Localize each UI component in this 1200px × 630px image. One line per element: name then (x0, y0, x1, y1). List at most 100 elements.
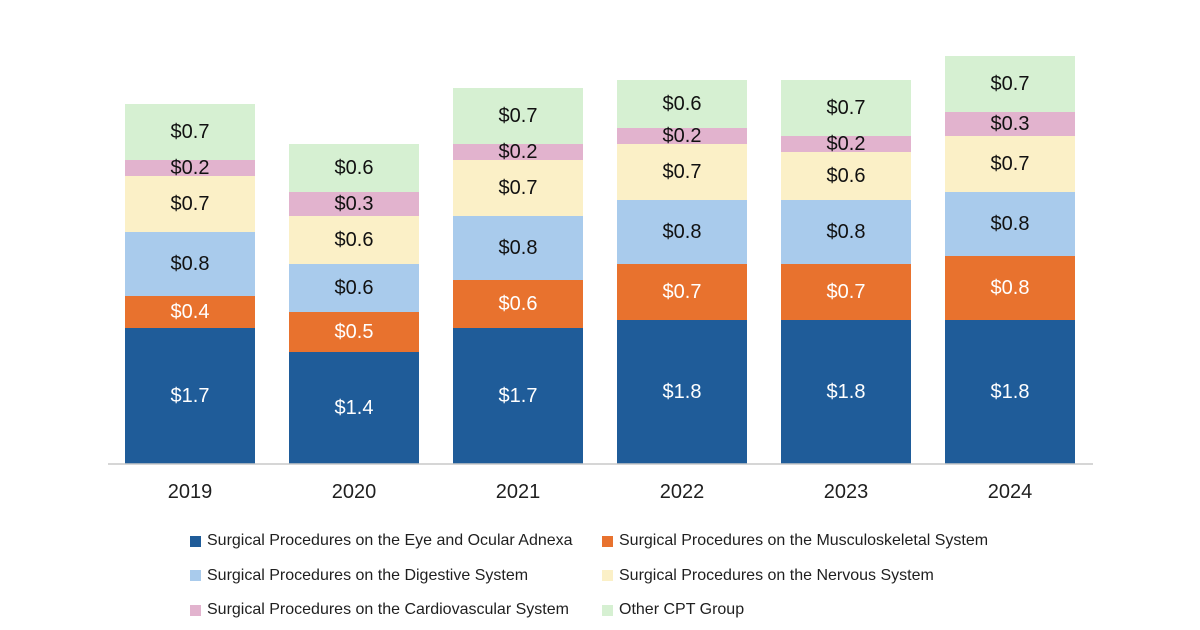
x-tick-label-2022: 2022 (660, 481, 705, 503)
data-label-2022-surgical-procedures-on-the-digestive-system: $0.8 (663, 221, 702, 243)
bar-segment-2022-other-cpt-group (617, 80, 747, 128)
data-label-2021-other-cpt-group: $0.7 (499, 105, 538, 127)
legend-label-musculoskeletal: Surgical Procedures on the Musculoskelet… (619, 532, 989, 550)
bar-segment-2022-surgical-procedures-on-the-nervous-system (617, 144, 747, 200)
legend-item-cardiovascular: Surgical Procedures on the Cardiovascula… (190, 601, 602, 619)
bar-segment-2023-surgical-procedures-on-the-musculoskeletal-system (781, 264, 911, 320)
x-tick-label-2021: 2021 (496, 481, 541, 503)
data-label-2024-surgical-procedures-on-the-musculoskeletal-system: $0.8 (991, 277, 1030, 299)
data-label-2020-surgical-procedures-on-the-eye-and-ocular-adnexa: $1.4 (335, 397, 374, 419)
bar-segment-2020-other-cpt-group (289, 144, 419, 192)
legend-swatch-musculoskeletal (602, 535, 613, 547)
legend-swatch-nervous (602, 570, 613, 582)
data-label-2019-surgical-procedures-on-the-digestive-system: $0.8 (171, 253, 210, 275)
legend-label-other-cpt: Other CPT Group (619, 601, 745, 619)
legend-row: Surgical Procedures on the Cardiovascula… (190, 593, 1090, 628)
data-label-2023-surgical-procedures-on-the-nervous-system: $0.6 (827, 165, 866, 187)
bar-segment-2023-surgical-procedures-on-the-nervous-system (781, 152, 911, 200)
data-label-2022-surgical-procedures-on-the-eye-and-ocular-adnexa: $1.8 (663, 381, 702, 403)
bar-segment-2024-other-cpt-group (945, 56, 1075, 112)
x-tick-label-2024: 2024 (988, 481, 1033, 503)
data-label-2021-surgical-procedures-on-the-nervous-system: $0.7 (499, 177, 538, 199)
data-label-2019-surgical-procedures-on-the-musculoskeletal-system: $0.4 (171, 301, 210, 323)
data-label-2024-surgical-procedures-on-the-nervous-system: $0.7 (991, 153, 1030, 175)
legend-item-digestive: Surgical Procedures on the Digestive Sys… (190, 567, 602, 585)
data-label-2022-surgical-procedures-on-the-cardiovascular-system: $0.2 (663, 125, 702, 147)
data-label-2024-surgical-procedures-on-the-cardiovascular-system: $0.3 (991, 113, 1030, 135)
bar-segment-2023-other-cpt-group (781, 80, 911, 136)
legend-label-digestive: Surgical Procedures on the Digestive Sys… (207, 566, 529, 584)
x-tick-label-2020: 2020 (332, 481, 377, 503)
bar-segment-2024-surgical-procedures-on-the-nervous-system (945, 136, 1075, 192)
data-label-2020-other-cpt-group: $0.6 (335, 157, 374, 179)
data-label-2024-surgical-procedures-on-the-eye-and-ocular-adnexa: $1.8 (991, 381, 1030, 403)
data-label-2020-surgical-procedures-on-the-nervous-system: $0.6 (335, 229, 374, 251)
bar-segment-2019-surgical-procedures-on-the-cardiovascular-system (125, 160, 255, 176)
bar-segment-2020-surgical-procedures-on-the-cardiovascular-system (289, 192, 419, 216)
data-label-2023-surgical-procedures-on-the-cardiovascular-system: $0.2 (827, 133, 866, 155)
data-label-2022-other-cpt-group: $0.6 (663, 93, 702, 115)
data-label-2021-surgical-procedures-on-the-digestive-system: $0.8 (499, 237, 538, 259)
x-tick-labels-group: 2019 2020 2021 2022 2023 2024 (168, 481, 1033, 503)
bar-segment-2021-surgical-procedures-on-the-eye-and-ocular-adnexa (453, 328, 583, 464)
bar-segment-2021-surgical-procedures-on-the-musculoskeletal-system (453, 280, 583, 328)
bars-group (125, 56, 1075, 464)
data-label-2023-surgical-procedures-on-the-digestive-system: $0.8 (827, 221, 866, 243)
legend-label-eye: Surgical Procedures on the Eye and Ocula… (207, 532, 573, 550)
legend-item-nervous: Surgical Procedures on the Nervous Syste… (602, 567, 934, 585)
bar-segment-2022-surgical-procedures-on-the-digestive-system (617, 200, 747, 264)
x-tick-label-2019: 2019 (168, 481, 213, 503)
bar-segment-2021-surgical-procedures-on-the-nervous-system (453, 160, 583, 216)
data-label-2019-surgical-procedures-on-the-eye-and-ocular-adnexa: $1.7 (171, 385, 210, 407)
legend-swatch-other-cpt (602, 604, 613, 616)
data-label-2019-other-cpt-group: $0.7 (171, 121, 210, 143)
legend-swatch-eye (190, 535, 201, 547)
bar-segment-2024-surgical-procedures-on-the-eye-and-ocular-adnexa (945, 320, 1075, 464)
data-label-2020-surgical-procedures-on-the-musculoskeletal-system: $0.5 (335, 321, 374, 343)
data-label-2019-surgical-procedures-on-the-cardiovascular-system: $0.2 (171, 157, 210, 179)
x-tick-label-2023: 2023 (824, 481, 869, 503)
data-label-2023-surgical-procedures-on-the-musculoskeletal-system: $0.7 (827, 281, 866, 303)
data-label-2019-surgical-procedures-on-the-nervous-system: $0.7 (171, 193, 210, 215)
bar-segment-2020-surgical-procedures-on-the-eye-and-ocular-adnexa (289, 352, 419, 464)
legend-swatch-cardiovascular (190, 604, 201, 616)
bar-segment-2019-other-cpt-group (125, 104, 255, 160)
bar-segment-2021-other-cpt-group (453, 88, 583, 144)
stacked-bar-chart: $1.7 $0.4 $0.8 $0.7 $0.2 $0.7 $1.4 $0.5 $0.6 $0.6… (108, 56, 1093, 503)
legend-item-eye: Surgical Procedures on the Eye and Ocula… (190, 532, 602, 550)
bar-segment-2022-surgical-procedures-on-the-musculoskeletal-system (617, 264, 747, 320)
bar-segment-2020-surgical-procedures-on-the-nervous-system (289, 216, 419, 264)
data-label-2021-surgical-procedures-on-the-eye-and-ocular-adnexa: $1.7 (499, 385, 538, 407)
bar-segment-2021-surgical-procedures-on-the-cardiovascular-system (453, 144, 583, 160)
data-label-2021-surgical-procedures-on-the-musculoskeletal-system: $0.6 (499, 293, 538, 315)
data-label-2020-surgical-procedures-on-the-digestive-system: $0.6 (335, 277, 374, 299)
legend-item-musculoskeletal: Surgical Procedures on the Musculoskelet… (602, 532, 988, 550)
segment-labels-group: $1.7 $0.4 $0.8 $0.7 $0.2 $0.7 $1.4 $0.5 $0.6 $0.6… (171, 73, 1030, 419)
legend-swatch-digestive (190, 570, 201, 582)
data-label-2023-other-cpt-group: $0.7 (827, 97, 866, 119)
legend-item-other-cpt: Other CPT Group (602, 601, 744, 619)
bar-segment-2024-surgical-procedures-on-the-digestive-system (945, 192, 1075, 256)
bar-segment-2023-surgical-procedures-on-the-cardiovascular-system (781, 136, 911, 152)
data-label-2023-surgical-procedures-on-the-eye-and-ocular-adnexa: $1.8 (827, 381, 866, 403)
bar-segment-2019-surgical-procedures-on-the-eye-and-ocular-adnexa (125, 328, 255, 464)
bar-segment-2021-surgical-procedures-on-the-digestive-system (453, 216, 583, 280)
legend-row: Surgical Procedures on the Eye and Ocula… (190, 524, 1090, 559)
data-label-2020-surgical-procedures-on-the-cardiovascular-system: $0.3 (335, 193, 374, 215)
bar-segment-2020-surgical-procedures-on-the-digestive-system (289, 264, 419, 312)
bar-segment-2019-surgical-procedures-on-the-digestive-system (125, 232, 255, 296)
bar-segment-2023-surgical-procedures-on-the-digestive-system (781, 200, 911, 264)
bar-segment-2020-surgical-procedures-on-the-musculoskeletal-system (289, 312, 419, 352)
bar-segment-2023-surgical-procedures-on-the-eye-and-ocular-adnexa (781, 320, 911, 464)
data-label-2024-surgical-procedures-on-the-digestive-system: $0.8 (991, 213, 1030, 235)
bar-segment-2024-surgical-procedures-on-the-cardiovascular-system (945, 112, 1075, 136)
bar-segment-2022-surgical-procedures-on-the-cardiovascular-system (617, 128, 747, 144)
bar-segment-2024-surgical-procedures-on-the-musculoskeletal-system (945, 256, 1075, 320)
bar-segment-2019-surgical-procedures-on-the-nervous-system (125, 176, 255, 232)
legend: Surgical Procedures on the Eye and Ocula… (190, 524, 1090, 628)
legend-label-nervous: Surgical Procedures on the Nervous Syste… (619, 566, 934, 584)
data-label-2022-surgical-procedures-on-the-nervous-system: $0.7 (663, 161, 702, 183)
data-label-2022-surgical-procedures-on-the-musculoskeletal-system: $0.7 (663, 281, 702, 303)
legend-label-cardiovascular: Surgical Procedures on the Cardiovascula… (207, 601, 569, 619)
data-label-2021-surgical-procedures-on-the-cardiovascular-system: $0.2 (499, 141, 538, 163)
